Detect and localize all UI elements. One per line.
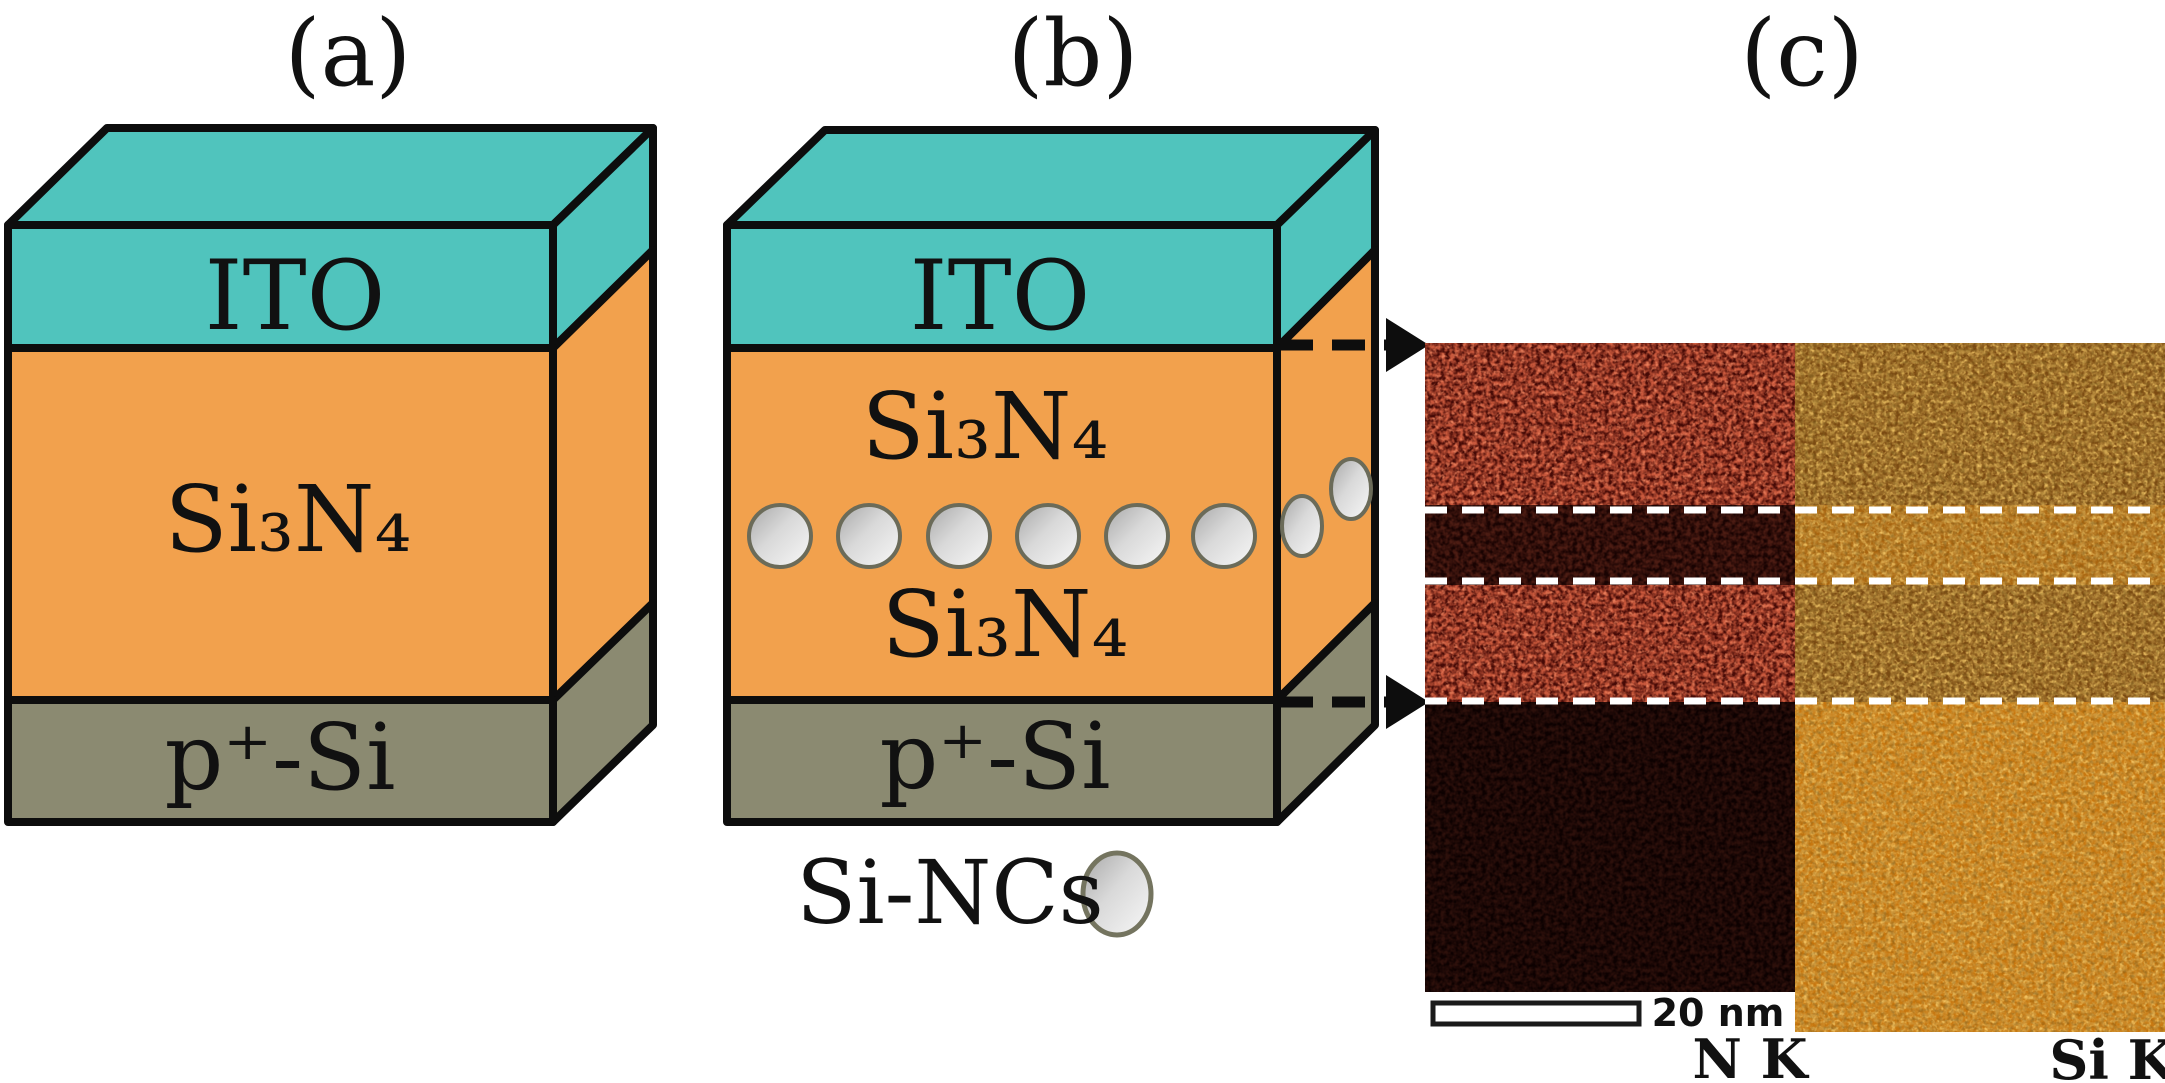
stack-a-si3n4-layer (4, 344, 557, 704)
stack-b-ito-layer (723, 221, 1281, 352)
device-stack-b (723, 126, 1379, 938)
eds-map-nk (1425, 343, 1795, 1032)
si-nc-sphere (1015, 503, 1081, 569)
scale-bar-label: 20 nm (1651, 991, 1785, 1035)
stack-a-top-face (4, 124, 657, 229)
stack-b-top-face (723, 126, 1379, 229)
stack-b-si3n4-top-label: Si₃N₄ (861, 373, 1109, 480)
stack-b-psi-label: p⁺-Si (879, 703, 1111, 810)
stack-a-ito-label: ITO (204, 240, 386, 352)
si-ncs-legend-sphere (1080, 850, 1154, 938)
stack-a-psi-layer (4, 696, 557, 826)
si-nc-sphere-side (1329, 457, 1373, 521)
nk-noise (1425, 505, 1795, 585)
panel-b-label: (b) (1007, 0, 1139, 107)
si-nc-sphere (1191, 503, 1257, 569)
nk-noise (1425, 585, 1795, 702)
sik-noise (1795, 343, 2165, 1032)
pointer-arrows (1280, 318, 1429, 729)
panel-c-label: (c) (1740, 0, 1864, 107)
si-nc-sphere (926, 503, 992, 569)
si-nc-row (747, 457, 1373, 569)
arrow-top-head (1386, 318, 1429, 372)
si-nc-sphere (747, 503, 813, 569)
map-nk-label: N K (1692, 1027, 1808, 1083)
map-sik-label: Si K (2049, 1028, 2165, 1083)
panel-a-label: (a) (284, 0, 412, 107)
stack-a-si3n4-label: Si₃N₄ (164, 466, 412, 573)
nk-noise (1425, 343, 1795, 505)
si-nc-sphere (1104, 503, 1170, 569)
stack-a-psi-label: p⁺-Si (164, 704, 396, 811)
stack-b-si3n4-layer (723, 344, 1281, 704)
interface-guide-lines (1425, 506, 2165, 705)
arrow-bottom-head (1386, 675, 1429, 729)
stack-b-psi-layer (723, 696, 1281, 826)
si-nc-sphere (836, 503, 902, 569)
scale-bar (1425, 992, 1795, 1032)
stack-b-si3n4-bottom-label: Si₃N₄ (881, 571, 1129, 678)
eds-map-sik (1795, 343, 2165, 1032)
si-nc-sphere-side (1280, 494, 1324, 558)
stack-b-ito-label: ITO (909, 240, 1091, 352)
scale-bar-rect (1430, 1000, 1642, 1027)
nk-noise (1425, 702, 1795, 1032)
si-ncs-legend-label: Si-NCs (796, 841, 1104, 944)
device-stack-a (4, 124, 657, 826)
